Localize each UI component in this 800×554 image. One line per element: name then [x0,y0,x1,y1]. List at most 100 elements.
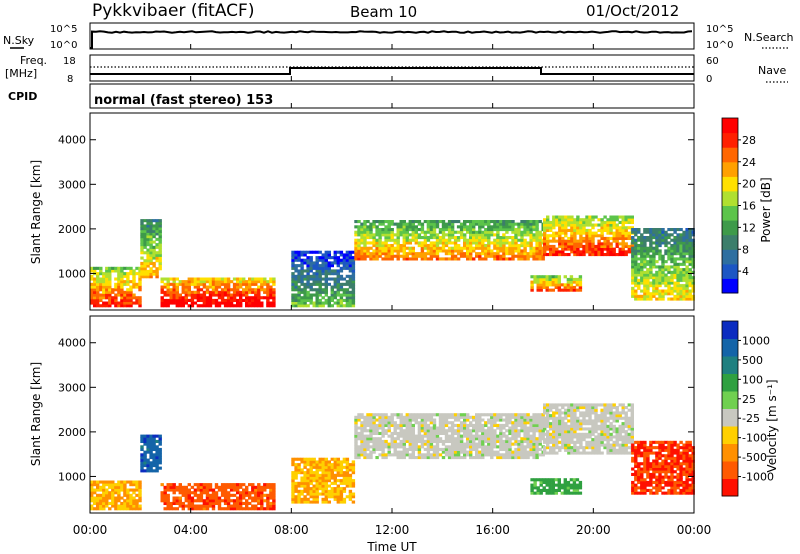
heatmap-cell [336,465,340,469]
heatmap-cell [214,499,219,503]
heatmap-cell [435,220,440,224]
heatmap-cell [396,238,400,242]
heatmap-cell [685,273,689,277]
heatmap-cell [612,406,616,410]
heatmap-cell [93,266,97,270]
heatmap-cell [552,427,556,431]
heatmap-cell [423,453,428,457]
heatmap-cell [348,463,353,467]
heatmap-cell [606,408,610,412]
heatmap-cell [579,220,583,224]
heatmap-cell [342,261,347,265]
heatmap-cell [621,231,625,235]
heatmap-cell [272,499,276,503]
heatmap-cell [643,284,647,288]
heatmap-cell [561,435,565,439]
heatmap-cell [414,415,418,419]
heatmap-cell [517,413,521,417]
heatmap-cell [140,261,144,265]
heatmap-cell [149,253,153,257]
heatmap-cell [435,434,440,438]
heatmap-cell [384,225,388,229]
heatmap-cell [582,218,586,222]
heatmap-cell [351,264,356,268]
heatmap-cell [637,294,641,298]
heatmap-cell [621,250,625,254]
heatmap-cell [543,223,547,227]
heatmap-cell [306,296,310,300]
heatmap-cell [387,450,391,454]
heatmap-cell [120,496,124,500]
heatmap-cell [511,249,515,253]
heatmap-cell [658,276,662,280]
heatmap-cell [603,419,607,423]
heatmap-cell [554,277,558,281]
heatmap-cell [543,438,547,442]
heatmap-cell [484,238,488,242]
heatmap-cell [441,220,446,224]
heatmap-cell [184,285,188,289]
heatmap-cell [152,439,156,443]
heatmap-cell [606,220,610,224]
heatmap-cell [223,293,228,297]
heatmap-cell [667,297,671,301]
heatmap-cell [184,293,188,297]
heatmap-cell [405,429,409,433]
heatmap-cell [594,414,598,418]
heatmap-cell [223,488,228,492]
heatmap-cell [444,447,449,451]
heatmap-cell [318,277,322,281]
heatmap-cell [239,485,243,489]
heatmap-cell [166,288,170,292]
heatmap-cell [229,485,234,489]
heatmap-cell [450,230,455,234]
heatmap-cell [232,288,237,292]
heatmap-cell [303,500,307,504]
heatmap-cell [517,252,521,256]
heatmap-cell [549,406,553,410]
heatmap-cell [453,257,458,261]
nave-tick-bottom: 0 [706,74,712,85]
heatmap-cell [588,223,592,227]
heatmap-cell [670,260,674,264]
heatmap-cell [603,430,607,434]
heatmap-cell [163,282,167,286]
heatmap-cell [169,282,173,286]
heatmap-cell [472,222,476,226]
heatmap-cell [438,228,443,232]
heatmap-cell [96,293,100,297]
heatmap-cell [679,289,683,293]
heatmap-cell [670,233,674,237]
heatmap-cell [573,403,577,407]
heatmap-cell [155,275,159,279]
heatmap-cell [354,456,358,460]
heatmap-cell [606,443,610,447]
heatmap-cell [484,434,488,438]
heatmap-cell [312,457,316,461]
heatmap-cell [520,220,524,224]
heatmap-cell [420,236,425,240]
heatmap-cell [579,403,583,407]
heatmap-cell [456,413,461,417]
heatmap-cell [481,252,485,256]
heatmap-cell [372,415,376,419]
heatmap-cell [381,241,385,245]
heatmap-cell [93,301,97,305]
heatmap-cell [348,298,353,302]
heatmap-cell [538,453,542,457]
heatmap-cell [196,282,201,286]
heatmap-cell [530,283,534,287]
heatmap-cell [102,491,106,495]
heatmap-cell [143,245,147,249]
heatmap-cell [354,445,358,449]
heatmap-cell [514,238,518,242]
heatmap-cell [211,280,216,284]
heatmap-cell [603,226,607,230]
heatmap-cell [429,447,434,451]
heatmap-cell [315,298,319,302]
heatmap-cell [99,485,103,489]
heatmap-cell [561,228,565,232]
heatmap-cell [138,301,142,305]
heatmap-cell [312,277,316,281]
heatmap-cell [214,485,219,489]
